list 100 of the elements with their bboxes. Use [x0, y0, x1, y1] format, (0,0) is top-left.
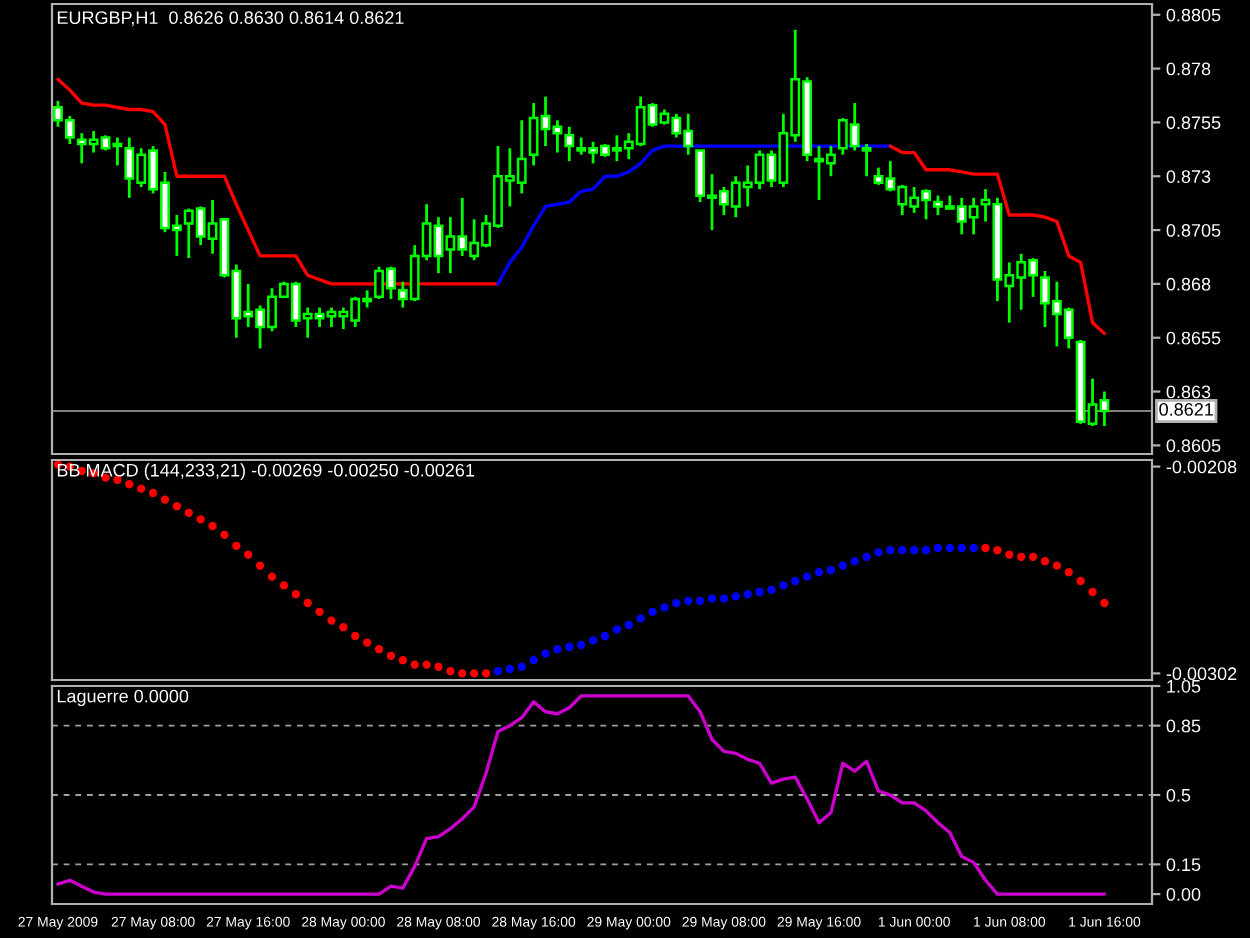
point — [517, 662, 526, 671]
point — [862, 552, 871, 561]
point — [850, 557, 859, 566]
point — [374, 645, 384, 654]
point — [481, 669, 491, 678]
point — [244, 550, 253, 559]
point — [196, 515, 205, 524]
point — [577, 640, 586, 649]
point — [874, 548, 883, 557]
point — [1100, 598, 1109, 608]
point — [672, 598, 681, 608]
point — [695, 596, 705, 605]
point — [933, 543, 943, 553]
candlestick — [861, 142, 872, 178]
point — [493, 667, 503, 676]
point — [588, 636, 598, 645]
y-tick-label: -0.00208 — [1166, 460, 1237, 474]
point — [434, 662, 443, 671]
point — [315, 607, 324, 616]
y-tick-label: 0.8655 — [1166, 331, 1221, 345]
point — [232, 541, 241, 550]
point — [327, 616, 336, 625]
y-tick-label: 0.8605 — [1166, 439, 1221, 453]
point — [624, 620, 633, 630]
point — [719, 594, 729, 603]
point — [779, 581, 788, 590]
point — [600, 631, 610, 641]
y-tick-label: 0.863 — [1166, 385, 1211, 399]
point — [422, 660, 431, 669]
point — [529, 656, 538, 665]
point — [802, 572, 812, 581]
point — [909, 546, 919, 555]
y-tick-label: 0.868 — [1166, 277, 1211, 291]
point — [707, 594, 717, 603]
point — [612, 625, 622, 634]
point — [731, 592, 740, 601]
y-tick-label: 0.00 — [1166, 888, 1201, 901]
y-tick-label: 0.5 — [1166, 788, 1191, 802]
point — [648, 607, 657, 616]
y-tick-label: 1.05 — [1167, 679, 1201, 693]
chart-title: EURGBP,H1 0.8626 0.8630 0.8614 0.8621 — [57, 11, 404, 27]
y-tick-label: 0.15 — [1166, 858, 1201, 872]
point — [208, 521, 217, 531]
point — [1088, 587, 1097, 597]
chart-title: Laguerre 0.0000 — [57, 689, 189, 707]
point — [838, 561, 847, 570]
point — [184, 508, 193, 517]
point — [160, 495, 170, 504]
point — [255, 561, 265, 570]
point — [945, 543, 955, 553]
y-tick-label: 0.878 — [1166, 62, 1211, 76]
point — [279, 581, 289, 590]
point — [898, 546, 907, 555]
point — [458, 669, 467, 678]
point — [791, 576, 800, 586]
point — [351, 631, 360, 641]
point — [1040, 557, 1050, 566]
point — [541, 649, 550, 658]
point — [767, 585, 776, 594]
y-tick-label: 0.873 — [1166, 170, 1211, 183]
point — [1076, 576, 1085, 586]
point — [125, 480, 134, 489]
point — [386, 651, 396, 660]
point — [505, 664, 515, 674]
point — [755, 587, 764, 597]
point — [565, 642, 574, 652]
point — [553, 645, 562, 654]
ref-line-label: 0.8621 — [1159, 403, 1213, 416]
y-tick-label: 0.8755 — [1166, 116, 1221, 130]
point — [660, 603, 669, 612]
point — [1017, 552, 1026, 561]
candlestick — [564, 125, 575, 163]
point — [743, 590, 752, 599]
point — [814, 568, 824, 577]
point — [1064, 568, 1073, 577]
point — [957, 543, 966, 553]
point — [137, 484, 146, 493]
point — [220, 530, 229, 539]
point — [921, 546, 931, 555]
point — [969, 543, 978, 553]
point — [1005, 550, 1014, 559]
point — [469, 669, 479, 678]
point — [291, 590, 300, 599]
point — [993, 546, 1002, 555]
point — [267, 572, 277, 581]
y-tick-label: -0.00302 — [1166, 667, 1237, 681]
point — [886, 546, 895, 555]
point — [172, 502, 182, 511]
point — [636, 614, 645, 623]
point — [339, 623, 348, 632]
point — [1028, 552, 1038, 561]
y-tick-label: 0.8805 — [1166, 8, 1221, 22]
point — [981, 543, 990, 553]
point — [398, 656, 407, 665]
point — [362, 638, 372, 647]
y-tick-label: 0.8705 — [1166, 224, 1221, 237]
y-tick-label: 0.85 — [1166, 719, 1201, 733]
point — [303, 598, 312, 608]
point — [410, 660, 419, 669]
line-series — [888, 144, 1107, 336]
